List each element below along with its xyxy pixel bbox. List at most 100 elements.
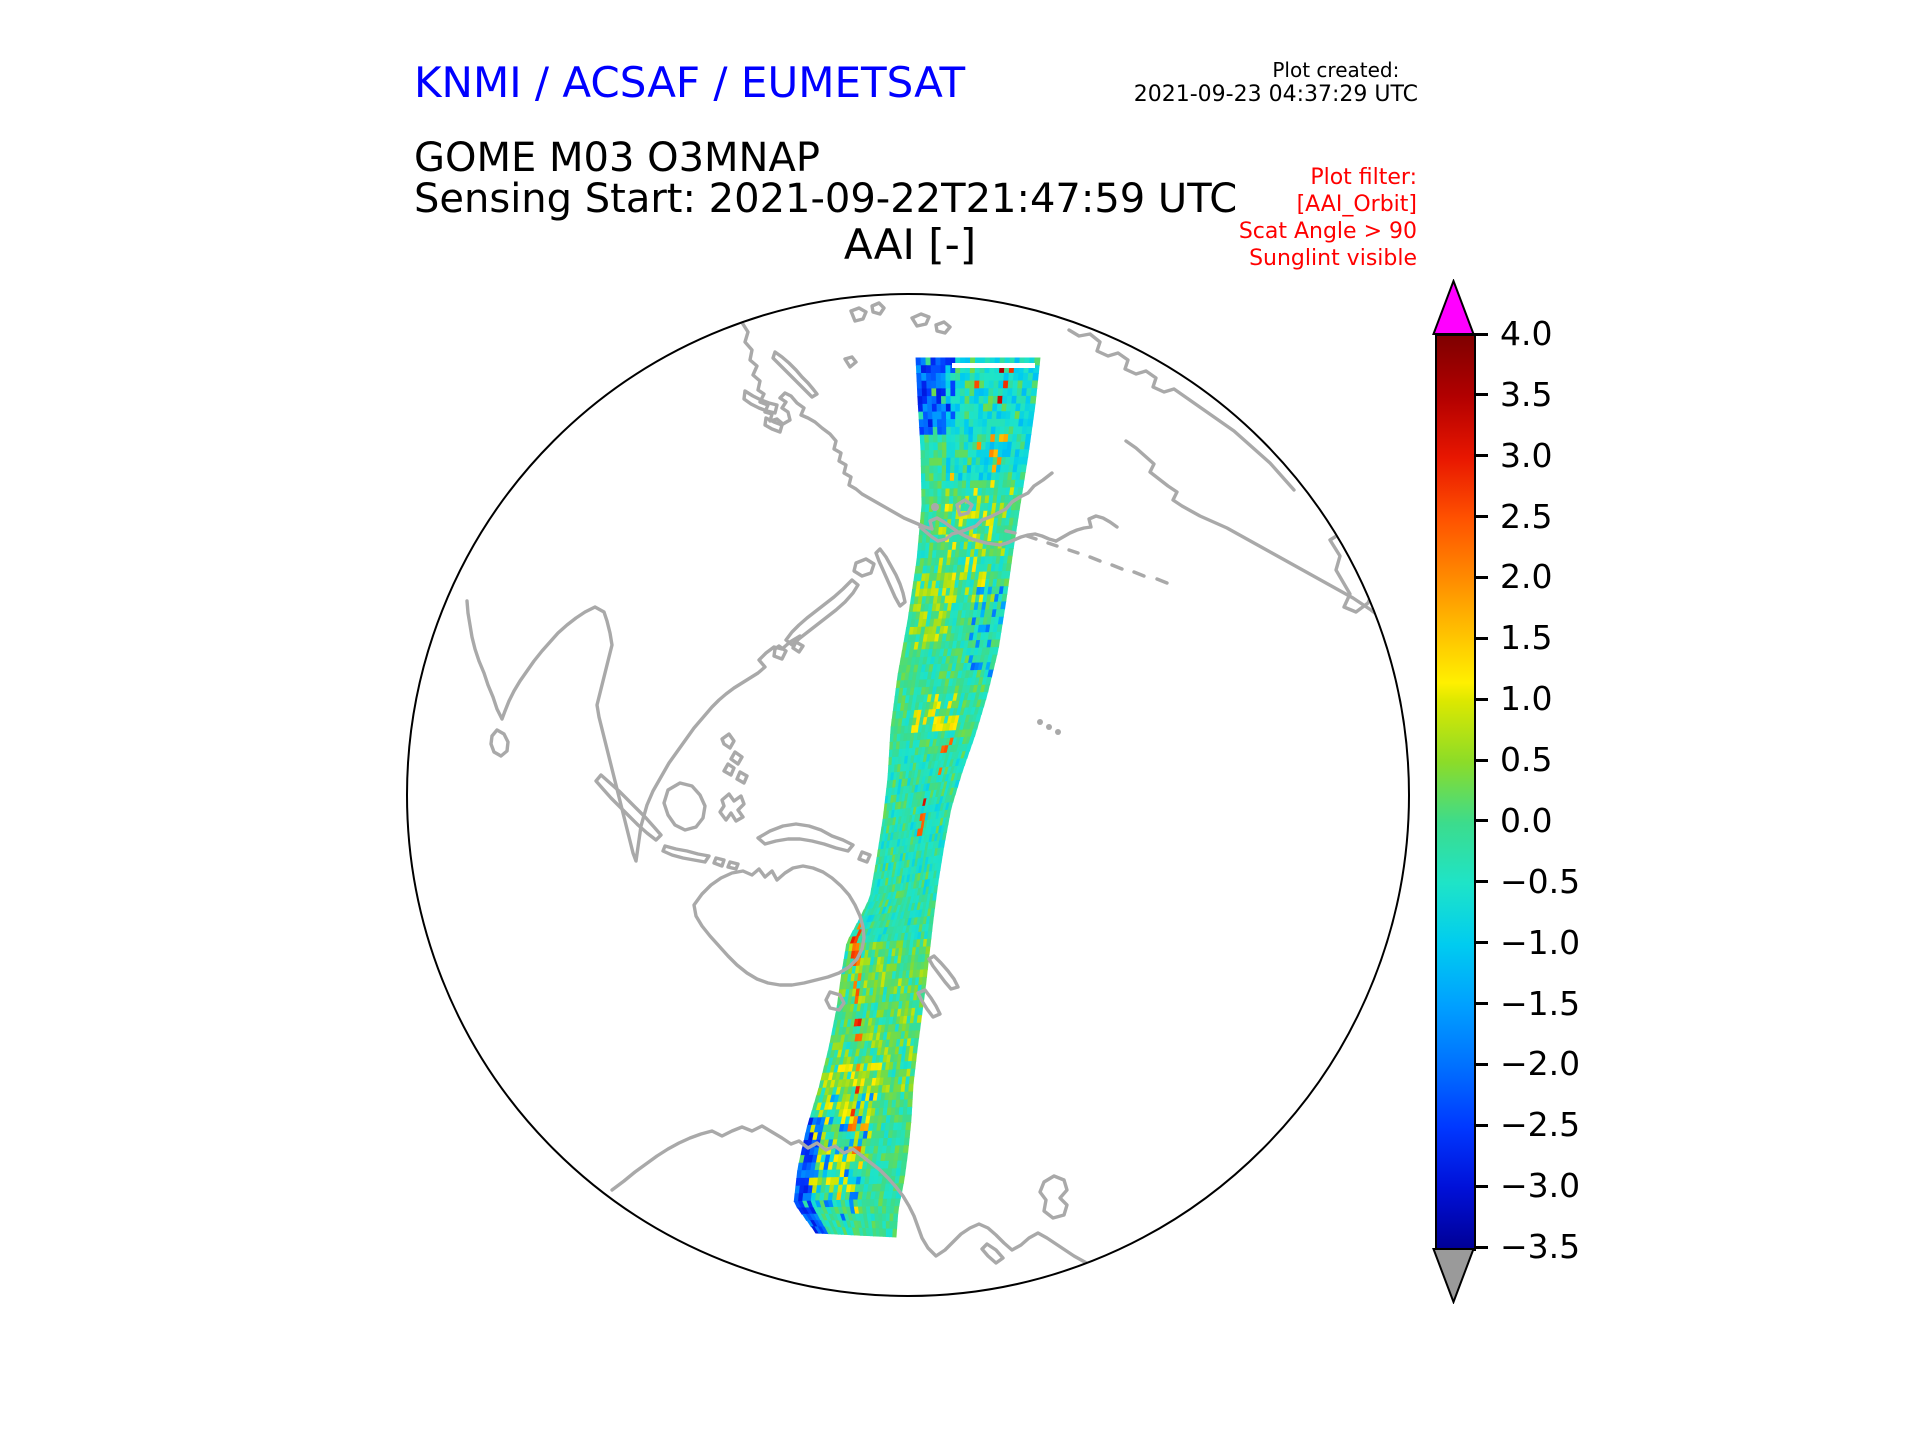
colorbar-tick-label: −0.5 [1500, 861, 1581, 901]
filter-line-2: [AAI_Orbit] [1296, 192, 1417, 217]
coastline [771, 350, 819, 399]
coastline [1054, 514, 1119, 543]
coastline [852, 557, 876, 578]
colorbar-tick-label: 2.5 [1500, 496, 1553, 536]
coastline [980, 1242, 1005, 1265]
colorbar-tick-mark [1474, 1123, 1488, 1127]
colorbar-tick-mark [1474, 332, 1488, 336]
colorbar-tick-label: 3.0 [1500, 435, 1553, 475]
coastline [729, 750, 744, 766]
coastline [722, 762, 736, 777]
coastline [610, 1124, 1103, 1272]
coastline [720, 732, 736, 750]
island-dot [1046, 724, 1052, 730]
product-name: GOME M03 O3MNAP [414, 135, 820, 181]
colorbar-tick-mark [1474, 1245, 1488, 1249]
coastline [916, 988, 942, 1019]
colorbar-tick-label: 2.0 [1500, 557, 1553, 597]
swath-gap-line [952, 363, 1035, 368]
plot-title: AAI [-] [843, 220, 977, 269]
coastline [870, 301, 886, 316]
coastline [735, 770, 749, 785]
coastline [465, 599, 802, 863]
coastline [934, 320, 952, 335]
coastline [857, 850, 872, 864]
plot-created-block: Plot created: 2021-09-23 04:37:29 UTC [1134, 58, 1418, 108]
colorbar-tick-label: −2.5 [1500, 1105, 1581, 1145]
aai-swath [793, 357, 1041, 1238]
plot-created-label: Plot created: [1272, 58, 1400, 82]
colorbar-tick-label: 0.0 [1500, 800, 1553, 840]
colorbar-tick-mark [1474, 880, 1488, 884]
coastline [874, 547, 907, 608]
coastline [1004, 529, 1169, 585]
coastline [489, 728, 510, 758]
colorbar-tick-mark [1474, 1002, 1488, 1006]
colorbar-tick-mark [1474, 575, 1488, 579]
coastline [824, 990, 846, 1012]
coastline [726, 860, 740, 871]
coastlines [465, 301, 1390, 1272]
coastline [662, 781, 707, 832]
plot-filter-block: Plot filter: [AAI_Orbit] Scat Angle > 90… [1239, 164, 1417, 272]
coastline [955, 498, 974, 517]
coastline [739, 319, 1058, 547]
colorbar-tick-label: −2.0 [1500, 1044, 1581, 1084]
colorbar-over-arrow [1432, 279, 1475, 335]
sensing-start: Sensing Start: 2021-09-22T21:47:59 UTC [414, 176, 1238, 222]
institute-title: KNMI / ACSAF / EUMETSAT [414, 58, 966, 107]
coastline [756, 822, 855, 853]
coastline [918, 471, 1054, 543]
colorbar-tick-label: 3.5 [1500, 374, 1553, 414]
colorbar-tick-mark [1474, 1184, 1488, 1188]
colorbar-tick-label: −1.5 [1500, 983, 1581, 1023]
coastline [1328, 530, 1376, 614]
filter-line-3: Scat Angle > 90 [1238, 219, 1417, 244]
coastline [1067, 328, 1296, 492]
colorbar-tick-label: 1.0 [1500, 679, 1553, 719]
colorbar-tick-mark [1474, 941, 1488, 945]
coastline [742, 389, 779, 415]
colorbar-tick-mark [1474, 636, 1488, 640]
coastline [784, 578, 860, 647]
globe-outline [406, 293, 1410, 1297]
coastline [661, 844, 711, 864]
colorbar-tick-label: 0.5 [1500, 740, 1553, 780]
coastline [791, 640, 805, 654]
filter-line-4: Sunglint visible [1249, 246, 1417, 271]
colorbar-tick-mark [1474, 758, 1488, 762]
product-block: GOME M03 O3MNAP Sensing Start: 2021-09-2… [414, 138, 1237, 220]
colorbar-tick-label: 4.0 [1500, 314, 1553, 353]
coastline [910, 312, 931, 328]
colorbar-tick-mark [1474, 1062, 1488, 1066]
coastline [763, 416, 784, 434]
colorbar-tick-label: −1.0 [1500, 922, 1581, 962]
coastline [718, 792, 746, 823]
coastline [1124, 439, 1390, 626]
colorbar-tick-label: −3.0 [1500, 1166, 1581, 1206]
colorbar-tick-mark [1474, 454, 1488, 458]
coastline [1281, 351, 1303, 370]
colorbar-tick-mark [1474, 393, 1488, 397]
coastline [594, 773, 663, 842]
colorbar-tick-mark [1474, 819, 1488, 823]
coastline [712, 856, 726, 868]
colorbar-tick-label: −3.5 [1500, 1227, 1581, 1266]
island-dot [1037, 719, 1043, 725]
colorbar-under-arrow [1432, 1248, 1475, 1304]
coastline [927, 954, 960, 991]
filter-line-1: Plot filter: [1310, 165, 1417, 190]
coastline [1315, 382, 1337, 401]
plot-created-datetime: 2021-09-23 04:37:29 UTC [1133, 82, 1418, 107]
coastline [1038, 1174, 1069, 1220]
coastline [849, 306, 868, 323]
coastline [1239, 326, 1266, 345]
colorbar [1435, 334, 1476, 1251]
island-dot [1055, 729, 1061, 735]
colorbar-tick-mark [1474, 515, 1488, 519]
island-dot [931, 503, 939, 511]
coastline [843, 355, 858, 369]
coastline [692, 864, 866, 987]
